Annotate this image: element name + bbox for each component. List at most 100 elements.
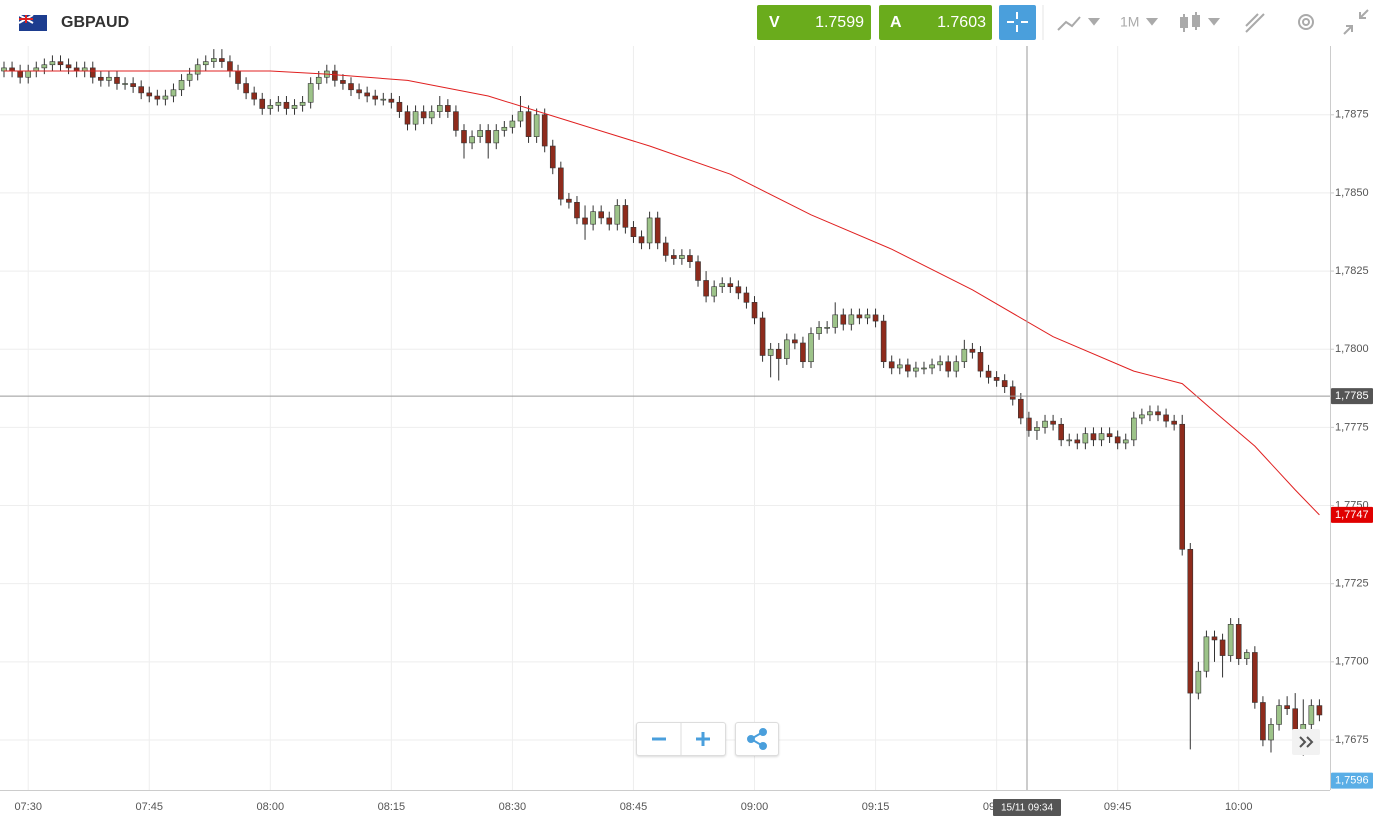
candle-body [65, 64, 72, 69]
candle-body [888, 361, 895, 369]
candle-body [1203, 636, 1210, 672]
candle-body [1171, 420, 1177, 425]
candle-body [315, 76, 322, 84]
x-tick-label: 07:30 [14, 801, 42, 813]
candle-body [299, 101, 306, 106]
candle-body [840, 314, 847, 325]
candle-body [138, 86, 144, 94]
moving-average [4, 70, 1320, 516]
candle-body [687, 255, 693, 262]
candle-body [856, 314, 863, 319]
candle-body [445, 105, 451, 112]
buy-button[interactable] [879, 5, 992, 40]
candle-body [1001, 380, 1008, 388]
candle-body [146, 92, 153, 97]
bid-label: 1,7596 [1335, 775, 1369, 787]
x-tick-label: 08:45 [620, 801, 648, 813]
ma-last-label: 1,7747 [1335, 509, 1369, 521]
candle-body [453, 111, 459, 131]
candle-body [243, 83, 249, 94]
sell-button[interactable] [757, 5, 871, 40]
x-tick-label: 09:45 [1104, 801, 1132, 813]
chart: 1,76751,77001,77251,77501,77751,78001,78… [0, 46, 1381, 822]
timeframe[interactable]: 1M [1120, 14, 1139, 30]
candle-body [98, 76, 104, 81]
candle-body [800, 342, 806, 363]
candle-body [396, 101, 403, 112]
candle-body [194, 64, 201, 75]
candle-body [711, 286, 717, 297]
candle-body [993, 377, 1000, 381]
candle-body [662, 242, 669, 256]
candle-body [913, 367, 919, 372]
candle-body [1066, 439, 1073, 442]
candle-body [114, 76, 120, 84]
candle-body [178, 80, 185, 91]
candle-body [1227, 624, 1234, 656]
buy-price: 1.7603 [937, 14, 986, 31]
candle-body [719, 283, 726, 288]
candle-body [1163, 414, 1169, 422]
candle-body [227, 61, 233, 72]
candle-body [251, 92, 257, 100]
candle-body [1187, 548, 1194, 694]
candle-body [582, 217, 588, 225]
candle-body [783, 339, 790, 359]
candle-body [1195, 670, 1202, 694]
candle-body [767, 348, 774, 356]
candle-body [969, 348, 976, 353]
candle-body [1082, 433, 1089, 444]
candle-body [864, 314, 871, 319]
candle-body [630, 227, 637, 237]
y-tick-label: 1,7775 [1335, 421, 1369, 433]
candle-body [332, 70, 338, 81]
candle-body [1316, 705, 1323, 716]
candle-body [695, 261, 701, 281]
candle-body [122, 83, 128, 85]
scroll-end-button[interactable] [1292, 729, 1320, 755]
candle-body [1179, 423, 1186, 550]
x-tick-label: 07:45 [135, 801, 163, 813]
zoom-in[interactable] [696, 732, 710, 746]
share-button[interactable] [735, 722, 779, 756]
tool-icons[interactable] [1057, 9, 1369, 35]
candle-body [549, 145, 556, 169]
y-tick-label: 1,7850 [1335, 187, 1369, 199]
candle-body [921, 367, 927, 370]
candle-body [380, 98, 387, 101]
candle-body [283, 101, 290, 109]
candle-body [1276, 705, 1282, 725]
candle-body [1034, 427, 1040, 431]
candle-body [775, 348, 782, 359]
candle-body [1122, 439, 1129, 444]
flag [18, 14, 47, 31]
candle-body [646, 217, 653, 244]
candle-body [654, 217, 661, 244]
candle-body [25, 70, 32, 78]
candle-body [1243, 652, 1250, 660]
candle-body [154, 95, 161, 100]
y-tick-label: 1,7800 [1335, 343, 1369, 355]
crosshair-time: 15/11 09:34 [1001, 803, 1054, 814]
x-tick-label: 08:30 [499, 801, 527, 813]
candle-body [275, 101, 282, 106]
candle-body [1155, 411, 1161, 416]
candle-body [937, 361, 943, 366]
candle-body [348, 83, 354, 91]
candle-body [412, 111, 419, 125]
candle-body [501, 126, 508, 131]
candle-body [1211, 636, 1218, 641]
candle-body [977, 352, 984, 372]
candle-body [1026, 417, 1032, 431]
candle-body [517, 111, 524, 122]
sell-label: V [769, 14, 780, 31]
candle-body [428, 111, 435, 119]
crosshair-button[interactable] [999, 5, 1036, 40]
x-tick-label: 08:15 [378, 801, 406, 813]
candle-body [1050, 420, 1056, 425]
ma-last-label-bg [1331, 506, 1373, 523]
candle-body [541, 114, 548, 147]
candle-body [1308, 705, 1315, 725]
candle-body [1260, 702, 1266, 741]
